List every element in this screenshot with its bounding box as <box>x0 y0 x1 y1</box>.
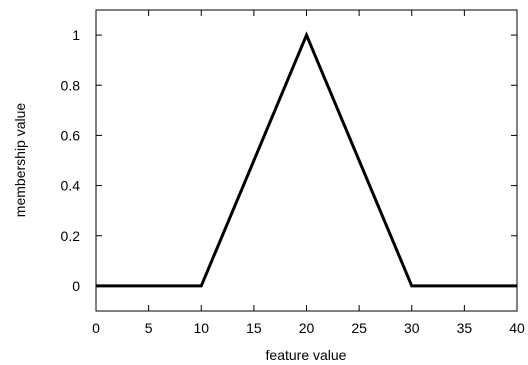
x-tick-label: 5 <box>145 320 153 336</box>
y-axis-label: membership value <box>12 103 28 218</box>
x-tick-label: 20 <box>299 320 315 336</box>
y-tick-label: 0 <box>72 278 80 294</box>
ticks-layer: 0 5 10 15 20 25 30 35 40 0 0.2 0.4 0.6 0.8 1 <box>61 10 525 336</box>
x-tick-label: 35 <box>457 320 473 336</box>
x-tick-label: 0 <box>92 320 100 336</box>
y-tick-label: 1 <box>72 27 80 43</box>
y-tick-label: 0.8 <box>61 77 81 93</box>
x-tick-label: 10 <box>193 320 209 336</box>
x-tick-label: 40 <box>509 320 525 336</box>
series-layer <box>96 31 517 288</box>
x-tick-label: 25 <box>351 320 367 336</box>
x-tick-label: 15 <box>246 320 262 336</box>
y-tick-label: 0.2 <box>61 228 81 244</box>
y-tick-label: 0.4 <box>61 178 81 194</box>
x-tick-label: 30 <box>404 320 420 336</box>
y-tick-label: 0.6 <box>61 127 81 143</box>
x-axis-label: feature value <box>266 347 347 363</box>
plot-frame <box>95 9 518 312</box>
membership-series-line <box>96 31 517 288</box>
